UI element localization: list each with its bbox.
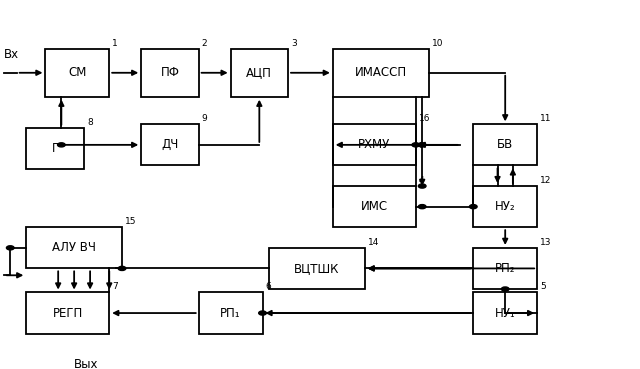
- Bar: [333, 186, 416, 227]
- Text: 7: 7: [113, 282, 118, 292]
- Text: 8: 8: [87, 118, 93, 127]
- Text: 14: 14: [368, 238, 380, 247]
- Text: РХМУ: РХМУ: [358, 138, 390, 151]
- Bar: [333, 49, 429, 97]
- Circle shape: [259, 311, 266, 315]
- Circle shape: [419, 143, 426, 147]
- Text: АЛУ ВЧ: АЛУ ВЧ: [52, 241, 96, 254]
- Bar: [141, 49, 198, 97]
- Text: Вх: Вх: [4, 48, 19, 61]
- Text: ВЦТШК: ВЦТШК: [294, 262, 339, 275]
- Circle shape: [501, 287, 509, 291]
- Bar: [473, 124, 537, 165]
- Bar: [269, 248, 365, 289]
- Circle shape: [469, 204, 477, 209]
- Circle shape: [412, 143, 420, 147]
- Text: РЕГП: РЕГП: [52, 307, 83, 320]
- Text: Г: Г: [51, 142, 58, 155]
- Text: 2: 2: [202, 39, 207, 48]
- Bar: [26, 227, 122, 268]
- Text: РП₁: РП₁: [220, 307, 241, 320]
- Text: АЦП: АЦП: [246, 66, 272, 79]
- Text: 15: 15: [125, 217, 137, 226]
- Bar: [198, 293, 262, 334]
- Text: ИМАССП: ИМАССП: [355, 66, 407, 79]
- Text: 10: 10: [432, 39, 444, 48]
- Text: ДЧ: ДЧ: [161, 138, 179, 151]
- Bar: [473, 293, 537, 334]
- Text: 16: 16: [419, 114, 431, 123]
- Circle shape: [58, 143, 65, 147]
- Bar: [230, 49, 288, 97]
- Text: 6: 6: [266, 282, 271, 292]
- Text: СМ: СМ: [68, 66, 86, 79]
- Text: ИМС: ИМС: [361, 200, 388, 213]
- Bar: [473, 186, 537, 227]
- Circle shape: [419, 184, 426, 188]
- Text: НУ₂: НУ₂: [495, 200, 515, 213]
- Text: БВ: БВ: [497, 138, 513, 151]
- Text: 1: 1: [113, 39, 118, 48]
- Bar: [141, 124, 198, 165]
- Text: 12: 12: [540, 176, 552, 185]
- Bar: [45, 49, 109, 97]
- Text: 9: 9: [202, 114, 207, 123]
- Circle shape: [419, 204, 426, 209]
- Text: 4: 4: [419, 176, 424, 185]
- Text: 3: 3: [291, 39, 297, 48]
- Text: ПФ: ПФ: [161, 66, 179, 79]
- Bar: [26, 128, 84, 169]
- Text: 13: 13: [540, 238, 552, 247]
- Text: 5: 5: [540, 282, 546, 292]
- Circle shape: [118, 266, 126, 270]
- Text: 11: 11: [540, 114, 552, 123]
- Bar: [473, 248, 537, 289]
- Text: РП₂: РП₂: [495, 262, 515, 275]
- Text: НУ₁: НУ₁: [495, 307, 516, 320]
- Bar: [26, 293, 109, 334]
- Circle shape: [6, 246, 14, 250]
- Text: Вых: Вых: [74, 358, 99, 369]
- Bar: [333, 124, 416, 165]
